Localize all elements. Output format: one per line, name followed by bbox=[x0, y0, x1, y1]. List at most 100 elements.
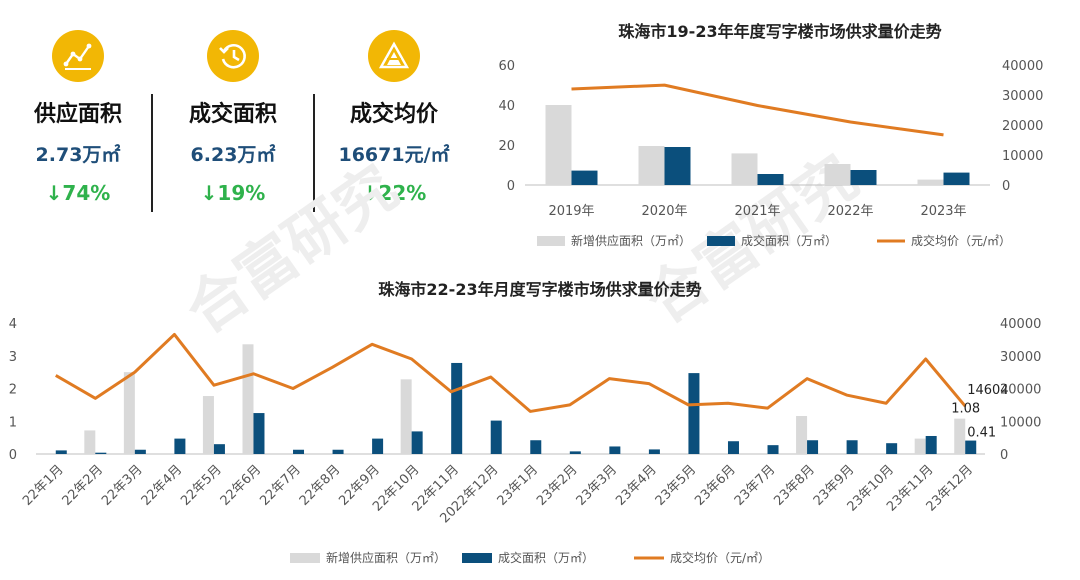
supply-bar bbox=[917, 179, 944, 185]
supply-bar bbox=[914, 438, 926, 454]
data-label: 1.08 bbox=[951, 402, 980, 417]
y-left-tick-label: 0 bbox=[507, 179, 515, 194]
supply-bar bbox=[824, 164, 851, 185]
deal-bar bbox=[411, 431, 423, 454]
x-tick-label: 23年1月 bbox=[495, 462, 542, 509]
y-left-tick-label: 3 bbox=[9, 350, 17, 365]
chart-title: 珠海市19-23年年度写字楼市场供求量价走势 bbox=[618, 22, 941, 41]
price-line bbox=[571, 83, 944, 137]
deal-bar bbox=[609, 446, 621, 454]
deal-bar bbox=[648, 449, 660, 454]
x-tick-label: 2020年 bbox=[641, 204, 687, 219]
chart-title: 珠海市22-23年月度写字楼市场供求量价走势 bbox=[378, 280, 701, 299]
data-label: 0.41 bbox=[967, 426, 996, 441]
kpi-value: 6.23万㎡ bbox=[190, 144, 276, 166]
y-right-tick-label: 30000 bbox=[1000, 350, 1041, 365]
monthly-chart: 珠海市22-23年月度写字楼市场供求量价走势 0 1 2 3 4 0 10000 20000 30… bbox=[9, 280, 1042, 565]
y-right-tick-label: 40000 bbox=[1000, 317, 1041, 332]
y-right-tick-label: 0 bbox=[1002, 179, 1010, 194]
legend-label: 成交均价（元/㎡） bbox=[670, 550, 770, 565]
history-clock-icon bbox=[207, 30, 259, 82]
triangle-logo-icon bbox=[368, 30, 420, 82]
x-tick-label: 23年2月 bbox=[534, 462, 581, 509]
deal-bar bbox=[727, 441, 739, 454]
deal-bar bbox=[664, 147, 691, 185]
x-tick-label: 23年5月 bbox=[653, 462, 700, 509]
y-right-tick-label: 30000 bbox=[1002, 89, 1043, 104]
x-tick-label: 22年7月 bbox=[257, 462, 304, 509]
deal-bar bbox=[925, 435, 937, 454]
deal-bar bbox=[174, 438, 186, 454]
deal-bar bbox=[134, 449, 146, 454]
deal-bar bbox=[807, 440, 819, 454]
x-tick-label: 23年4月 bbox=[613, 462, 660, 509]
y-right-tick-label: 20000 bbox=[1000, 383, 1041, 398]
scatter-chart-icon bbox=[52, 30, 104, 82]
x-tick-label: 22年8月 bbox=[297, 462, 344, 509]
x-tick-label: 23年7月 bbox=[732, 462, 779, 509]
deal-bar bbox=[213, 444, 225, 454]
watermark-text: 合富研究 bbox=[173, 152, 410, 347]
y-right-tick-label: 40000 bbox=[1002, 59, 1043, 74]
supply-bar bbox=[123, 372, 135, 454]
y-left-tick-label: 2 bbox=[9, 383, 17, 398]
supply-bar bbox=[545, 105, 572, 185]
deal-bar bbox=[846, 440, 858, 454]
kpi-divider bbox=[151, 94, 153, 212]
legend-label: 新增供应面积（万㎡） bbox=[326, 550, 446, 565]
supply-bar bbox=[731, 153, 758, 185]
kpi-label: 成交均价 bbox=[349, 102, 438, 127]
kpi-deal-area: 成交面积 6.23万㎡ ↓19% bbox=[159, 30, 307, 205]
y-right-tick-label: 10000 bbox=[1002, 149, 1043, 164]
deal-bar bbox=[571, 170, 598, 185]
x-tick-label: 22年3月 bbox=[99, 462, 146, 509]
kpi-supply: 供应面积 2.73万㎡ ↓74% bbox=[4, 30, 152, 205]
deal-bar bbox=[688, 373, 700, 454]
y-left-tick-label: 60 bbox=[498, 59, 515, 74]
kpi-change: ↓22% bbox=[361, 181, 427, 205]
annual-chart: 珠海市19-23年年度写字楼市场供求量价走势 0 20 40 60 0 10000 20000… bbox=[498, 22, 1043, 248]
deal-bar bbox=[253, 413, 265, 454]
y-right-tick-label: 20000 bbox=[1002, 119, 1043, 134]
supply-bar bbox=[638, 146, 665, 185]
deal-bar bbox=[850, 170, 877, 185]
deal-bar bbox=[757, 174, 784, 185]
kpi-label: 成交面积 bbox=[188, 102, 277, 127]
x-tick-label: 2019年 bbox=[548, 204, 594, 219]
deal-bar bbox=[451, 362, 463, 454]
x-tick-label: 23年8月 bbox=[771, 462, 818, 509]
price-line bbox=[55, 332, 967, 413]
deal-bar bbox=[767, 445, 779, 454]
supply-bar bbox=[242, 344, 254, 454]
deal-bar bbox=[372, 438, 384, 454]
legend-swatch bbox=[462, 553, 492, 563]
kpi-value: 16671元/㎡ bbox=[338, 144, 450, 166]
legend-swatch bbox=[290, 553, 320, 563]
deal-bar bbox=[530, 440, 542, 454]
x-tick-label: 23年3月 bbox=[574, 462, 621, 509]
legend-swatch bbox=[707, 236, 735, 246]
data-label: 14604 bbox=[967, 383, 1008, 398]
y-left-tick-label: 0 bbox=[9, 448, 17, 463]
deal-bar bbox=[332, 449, 344, 454]
deal-bar bbox=[95, 452, 107, 454]
x-tick-label: 22年4月 bbox=[139, 462, 186, 509]
deal-bar bbox=[965, 440, 977, 454]
kpi-change: ↓74% bbox=[45, 181, 111, 205]
kpi-change: ↓19% bbox=[200, 181, 266, 205]
y-left-tick-label: 4 bbox=[9, 317, 17, 332]
legend-label: 新增供应面积（万㎡） bbox=[571, 233, 691, 248]
supply-bar bbox=[84, 430, 96, 454]
x-tick-label: 22年6月 bbox=[218, 462, 265, 509]
x-tick-label: 22年5月 bbox=[178, 462, 225, 509]
y-left-tick-label: 40 bbox=[498, 99, 515, 114]
kpi-label: 供应面积 bbox=[33, 102, 122, 127]
kpi-avg-price: 成交均价 16671元/㎡ ↓22% bbox=[320, 30, 468, 205]
x-tick-label: 22年1月 bbox=[20, 462, 67, 509]
deal-bar bbox=[490, 420, 502, 454]
x-tick-label: 22年2月 bbox=[60, 462, 107, 509]
supply-bar bbox=[954, 418, 966, 454]
kpi-value: 2.73万㎡ bbox=[35, 144, 121, 166]
y-left-tick-label: 20 bbox=[498, 139, 515, 154]
y-left-tick-label: 1 bbox=[9, 415, 17, 430]
